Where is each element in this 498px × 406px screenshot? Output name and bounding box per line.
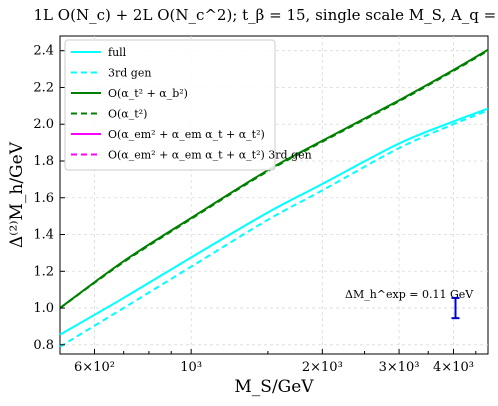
x-tick-label: 3×10³ — [379, 360, 420, 375]
y-tick-label: 2.4 — [33, 44, 54, 59]
series-line-o-t — [59, 49, 489, 309]
legend-label: O(α_t² + α_b²) — [108, 87, 188, 100]
series-layer — [59, 48, 489, 348]
x-tick-label: 10³ — [180, 360, 202, 375]
x-ticks: 6×10² 10³ 2×10³ 3×10³ 4×10³ — [59, 349, 477, 375]
legend-entries: full 3rd gen O(α_t² + α_b²) O(α_t²) O(α_em² … — [71, 46, 312, 162]
experimental-errorbar — [451, 296, 460, 320]
annotation-label: ΔM_h^exp = 0.11 GeV — [345, 288, 474, 301]
y-tick-label: 1.2 — [33, 264, 54, 279]
plot-frame — [59, 35, 489, 355]
legend-box — [64, 39, 276, 171]
x-tick-label: 4×10³ — [433, 360, 474, 375]
experimental-uncertainty-annotation: ΔM_h^exp = 0.11 GeV — [345, 288, 474, 320]
legend-label: O(α_t²) — [108, 108, 147, 121]
y-tick-label: 1.0 — [33, 301, 54, 316]
y-axis-label: Δ⁽²⁾M_h/GeV — [7, 141, 27, 248]
y-tick-label: 1.8 — [33, 154, 54, 169]
legend: full 3rd gen O(α_t² + α_b²) O(α_t²) O(α_em² … — [64, 39, 312, 171]
y-tick-label: 2.0 — [33, 117, 54, 132]
y-tick-label: 0.8 — [33, 338, 54, 353]
legend-label: 3rd gen — [108, 67, 151, 80]
y-tick-label: 1.4 — [33, 228, 54, 243]
series-line-full — [59, 107, 489, 336]
chart-title: 1L O(N_c) + 2L O(N_c^2); t_β = 15, singl… — [34, 6, 498, 24]
x-axis-label: M_S/GeV — [234, 377, 314, 397]
legend-label: O(α_em² + α_em α_t + α_t²) 3rd gen — [108, 149, 312, 162]
x-tick-label: 6×10² — [74, 360, 115, 375]
gridlines — [60, 36, 488, 354]
legend-label: O(α_em² + α_em α_t + α_t²) — [108, 128, 265, 141]
series-line-3rd-gen — [59, 109, 489, 348]
legend-label: full — [108, 46, 127, 59]
y-tick-label: 2.2 — [33, 80, 54, 95]
y-ticks: 0.8 1.0 1.2 1.4 1.6 1.8 2.0 2.2 2.4 — [33, 44, 65, 353]
x-tick-label: 2×10³ — [302, 360, 343, 375]
y-tick-label: 1.6 — [33, 191, 54, 206]
